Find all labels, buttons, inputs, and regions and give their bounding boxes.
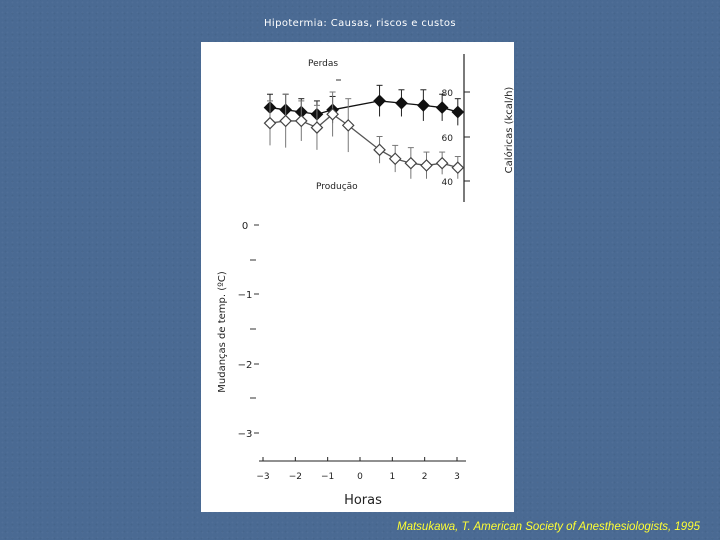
perdas-data-point <box>417 99 430 112</box>
producao-data-point <box>373 143 386 157</box>
producao-data-point <box>279 114 292 128</box>
citation: Matsukawa, T. American Society of Anesth… <box>397 521 700 533</box>
producao-data-point <box>420 159 433 172</box>
x-tick-label: −1 <box>321 472 334 482</box>
perdas-data-point <box>435 101 449 114</box>
producao-data-point <box>263 116 277 130</box>
perdas-data-point <box>373 94 386 108</box>
right-y-tick-label: 80 <box>442 89 454 99</box>
producao-data-point <box>310 121 324 134</box>
producao-data-point <box>404 156 418 170</box>
right-y-tick-label: 40 <box>442 178 454 188</box>
producao-data-point <box>435 156 449 170</box>
x-tick-label: −2 <box>289 472 302 482</box>
x-tick-label: 0 <box>357 472 363 482</box>
perdas-data-point <box>395 96 408 110</box>
figure-panel: Perdas Produção 80 60 40 Calóricas (kcal… <box>201 42 514 512</box>
perdas-data-point <box>451 105 465 119</box>
right-y-tick-label: 60 <box>442 134 454 144</box>
x-tick-label: −3 <box>256 472 269 482</box>
y-tick-label: −3 <box>238 429 253 440</box>
producao-data-point <box>451 161 465 174</box>
x-axis-label: Horas <box>344 493 382 508</box>
annotation-perdas: Perdas <box>308 59 338 69</box>
right-y-axis-label: Calóricas (kcal/h) <box>503 87 514 174</box>
y-tick-label: −2 <box>238 360 253 371</box>
x-ticks-group: −3 −2 −1 0 1 2 3 <box>256 457 460 482</box>
chart-figure: Perdas Produção 80 60 40 Calóricas (kcal… <box>217 54 514 508</box>
producao-data-point <box>388 152 402 166</box>
producao-data-point <box>294 114 308 128</box>
perdas-series-line <box>269 100 458 115</box>
producao-data-point <box>326 107 339 121</box>
annotation-producao: Produção <box>316 182 358 192</box>
y-tick-label: 0 <box>242 221 248 232</box>
x-tick-label: 3 <box>454 472 460 482</box>
top-series-group <box>263 84 465 179</box>
slide-title: Hipotermia: Causas, riscos e custos <box>263 18 457 29</box>
y-tick-label: −1 <box>238 290 253 301</box>
y-minor-ticks <box>250 224 259 434</box>
x-tick-label: 1 <box>389 472 395 482</box>
producao-data-point <box>341 119 355 132</box>
y-axis-label: Mudanças de temp. (ºC) <box>217 271 228 393</box>
x-tick-label: 2 <box>422 472 428 482</box>
